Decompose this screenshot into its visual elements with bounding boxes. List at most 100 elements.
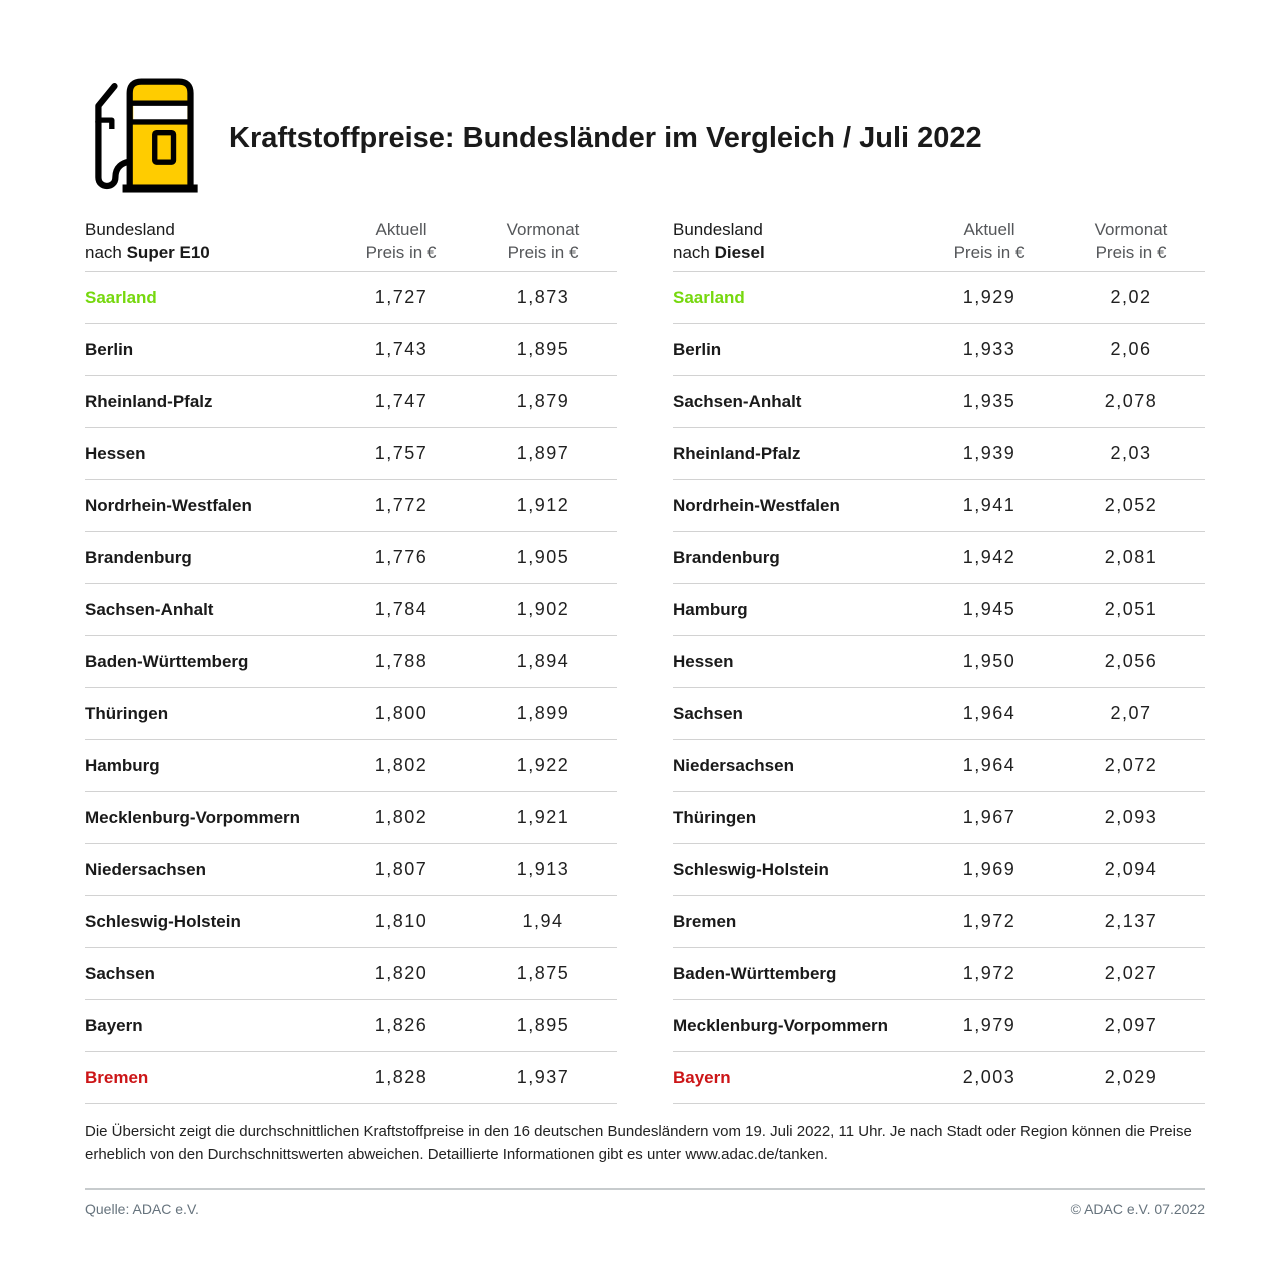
price-tables: Bundesland nach Super E10 Aktuell Preis … <box>85 218 1205 1104</box>
price-aktuell: 1,950 <box>962 651 1016 671</box>
column-header-bundesland: Bundesland nach Diesel <box>673 218 921 271</box>
table-row: Sachsen-Anhalt 1,784 1,902 <box>85 584 617 636</box>
price-aktuell: 2,003 <box>962 1067 1016 1087</box>
state-name: Saarland <box>85 287 157 307</box>
price-vormonat: 2,072 <box>1104 755 1158 775</box>
state-name: Niedersachsen <box>85 859 206 879</box>
table-diesel: Bundesland nach Diesel Aktuell Preis in … <box>673 218 1205 1104</box>
masthead: Kraftstoffpreise: Bundesländer im Vergle… <box>85 68 1205 208</box>
price-vormonat: 1,879 <box>516 391 570 411</box>
table-row: Rheinland-Pfalz 1,747 1,879 <box>85 376 617 428</box>
price-vormonat: 1,897 <box>516 443 570 463</box>
column-header-vormonat: Vormonat Preis in € <box>1094 220 1168 262</box>
price-aktuell: 1,802 <box>374 807 428 827</box>
state-name: Hamburg <box>673 599 748 619</box>
column-header-bundesland: Bundesland nach Super E10 <box>85 218 333 271</box>
price-vormonat: 2,137 <box>1104 911 1158 931</box>
price-vormonat: 1,899 <box>516 703 570 723</box>
price-aktuell: 1,776 <box>374 547 428 567</box>
state-name: Mecklenburg-Vorpommern <box>85 807 301 827</box>
table-row: Sachsen 1,964 2,07 <box>673 688 1205 740</box>
state-name: Nordrhein-Westfalen <box>673 495 840 515</box>
fuel-type-label: Super E10 <box>126 243 210 262</box>
price-aktuell: 1,800 <box>374 703 428 723</box>
price-vormonat: 1,937 <box>516 1067 570 1087</box>
state-name: Mecklenburg-Vorpommern <box>673 1015 889 1035</box>
price-aktuell: 1,727 <box>374 287 428 307</box>
price-vormonat: 2,02 <box>1110 287 1152 307</box>
table-row: Nordrhein-Westfalen 1,941 2,052 <box>673 480 1205 532</box>
fuel-type-label: Diesel <box>714 243 765 262</box>
table-super-e10: Bundesland nach Super E10 Aktuell Preis … <box>85 218 617 1104</box>
state-name: Niedersachsen <box>673 755 794 775</box>
state-name: Bayern <box>85 1015 143 1035</box>
price-aktuell: 1,972 <box>962 963 1016 983</box>
state-name: Hessen <box>673 651 734 671</box>
table-row: Baden-Württemberg 1,972 2,027 <box>673 948 1205 1000</box>
state-name: Sachsen-Anhalt <box>673 391 802 411</box>
price-aktuell: 1,757 <box>374 443 428 463</box>
table-row: Bremen 1,828 1,937 <box>85 1052 617 1104</box>
price-aktuell: 1,942 <box>962 547 1016 567</box>
source-label: Quelle: ADAC e.V. <box>85 1201 199 1217</box>
header-line1: Bundesland <box>673 220 763 239</box>
price-vormonat: 1,913 <box>516 859 570 879</box>
table-row: Thüringen 1,967 2,093 <box>673 792 1205 844</box>
table-row: Brandenburg 1,776 1,905 <box>85 532 617 584</box>
price-aktuell: 1,747 <box>374 391 428 411</box>
fuel-pump-icon <box>95 78 198 193</box>
state-name: Schleswig-Holstein <box>85 911 241 931</box>
price-vormonat: 2,093 <box>1104 807 1158 827</box>
table-row: Thüringen 1,800 1,899 <box>85 688 617 740</box>
price-vormonat: 1,912 <box>516 495 570 515</box>
price-aktuell: 1,820 <box>374 963 428 983</box>
table-row: Niedersachsen 1,964 2,072 <box>673 740 1205 792</box>
price-aktuell: 1,828 <box>374 1067 428 1087</box>
price-aktuell: 1,935 <box>962 391 1016 411</box>
price-aktuell: 1,826 <box>374 1015 428 1035</box>
price-vormonat: 1,875 <box>516 963 570 983</box>
price-aktuell: 1,784 <box>374 599 428 619</box>
table-row: Sachsen-Anhalt 1,935 2,078 <box>673 376 1205 428</box>
price-aktuell: 1,967 <box>962 807 1016 827</box>
price-vormonat: 2,056 <box>1104 651 1158 671</box>
price-vormonat: 2,03 <box>1110 443 1152 463</box>
state-name: Hamburg <box>85 755 160 775</box>
price-aktuell: 1,972 <box>962 911 1016 931</box>
header-line2-prefix: nach <box>673 243 715 262</box>
price-aktuell: 1,788 <box>374 651 428 671</box>
price-vormonat: 2,081 <box>1104 547 1158 567</box>
state-name: Baden-Württemberg <box>673 963 837 983</box>
table-row: Hessen 1,757 1,897 <box>85 428 617 480</box>
table-row: Baden-Württemberg 1,788 1,894 <box>85 636 617 688</box>
price-vormonat: 1,873 <box>516 287 570 307</box>
table-row: Schleswig-Holstein 1,810 1,94 <box>85 896 617 948</box>
price-aktuell: 1,964 <box>962 755 1016 775</box>
price-vormonat: 2,094 <box>1104 859 1158 879</box>
state-name: Hessen <box>85 443 146 463</box>
copyright-label: © ADAC e.V. 07.2022 <box>1070 1201 1205 1217</box>
price-vormonat: 2,029 <box>1104 1067 1158 1087</box>
table-row: Saarland 1,727 1,873 <box>85 272 617 324</box>
price-aktuell: 1,979 <box>962 1015 1016 1035</box>
state-name: Rheinland-Pfalz <box>85 391 213 411</box>
price-vormonat: 1,94 <box>522 911 564 931</box>
table-row: Brandenburg 1,942 2,081 <box>673 532 1205 584</box>
column-header-aktuell: Aktuell Preis in € <box>953 220 1025 262</box>
price-vormonat: 1,905 <box>516 547 570 567</box>
price-aktuell: 1,929 <box>962 287 1016 307</box>
price-vormonat: 1,921 <box>516 807 570 827</box>
state-name: Schleswig-Holstein <box>673 859 829 879</box>
table-row: Berlin 1,743 1,895 <box>85 324 617 376</box>
state-name: Sachsen <box>85 963 155 983</box>
price-aktuell: 1,933 <box>962 339 1016 359</box>
state-name: Brandenburg <box>85 547 192 567</box>
price-aktuell: 1,969 <box>962 859 1016 879</box>
state-name: Baden-Württemberg <box>85 651 249 671</box>
table-row: Bremen 1,972 2,137 <box>673 896 1205 948</box>
table-row: Hamburg 1,945 2,051 <box>673 584 1205 636</box>
price-vormonat: 2,052 <box>1104 495 1158 515</box>
state-name: Thüringen <box>673 807 757 827</box>
table-row: Hamburg 1,802 1,922 <box>85 740 617 792</box>
table-body: Saarland 1,929 2,02 Berlin 1,933 2,06 Sachsen-… <box>673 272 1205 1104</box>
